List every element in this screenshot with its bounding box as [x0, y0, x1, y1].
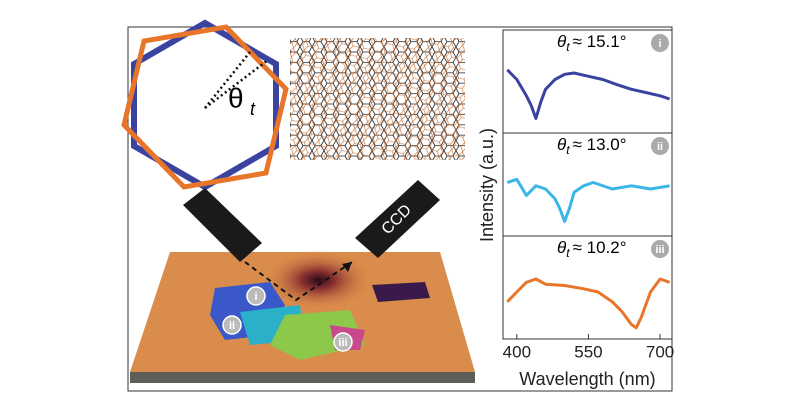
angle-value: ≈ 10.2°	[573, 238, 627, 257]
y-axis-label: Intensity (a.u.)	[477, 128, 497, 242]
substrate	[130, 252, 475, 372]
theta-symbol: θ	[228, 82, 244, 113]
theta-subscript: t	[566, 246, 570, 260]
panel-badge	[651, 240, 669, 258]
angle-line	[204, 59, 269, 109]
hexagon-orange	[121, 24, 289, 190]
panel-badge-label: i	[658, 38, 661, 50]
hexagon-blue	[131, 19, 279, 191]
spectrum-line	[506, 177, 670, 223]
region-badge	[246, 286, 266, 306]
x-tick-label: 400	[503, 342, 531, 361]
lattice	[290, 38, 465, 160]
theta-symbol: θ	[557, 238, 567, 257]
theta-subscript: t	[566, 143, 570, 157]
substrate-side	[130, 372, 475, 383]
beam-path	[244, 261, 353, 302]
theta-symbol: θ	[557, 135, 567, 154]
panel-badge	[651, 34, 669, 52]
spectrum-line	[506, 277, 671, 330]
angle-value: ≈ 13.0°	[573, 135, 627, 154]
region-badge	[333, 332, 353, 352]
angle-value: ≈ 15.1°	[573, 32, 627, 51]
x-axis-label: Wavelength (nm)	[519, 369, 655, 389]
x-tick-label: 700	[646, 342, 674, 361]
detector	[355, 180, 440, 258]
theta-subscript: t	[566, 40, 570, 54]
theta-symbol: θ	[557, 32, 567, 51]
panel-badge-label: iii	[655, 244, 664, 256]
arrowhead	[342, 262, 352, 272]
spectrum-line	[506, 68, 671, 120]
spectrum-panel	[502, 235, 673, 340]
flake	[372, 282, 430, 302]
region-label: iii	[338, 337, 347, 349]
panel-badge-label: ii	[657, 141, 663, 153]
panel-badge	[651, 137, 669, 155]
angle-annotation: θt ≈ 10.2°	[557, 238, 627, 260]
region-badge	[222, 315, 242, 335]
angle-annotation: θt ≈ 13.0°	[557, 135, 627, 157]
x-tick-label: 550	[574, 342, 602, 361]
region-label: ii	[229, 320, 235, 332]
region-label: i	[254, 291, 257, 303]
angle-line	[204, 51, 251, 109]
theta-subscript: t	[250, 99, 256, 119]
source	[183, 188, 262, 262]
angle-annotation: θt ≈ 15.1°	[557, 32, 627, 54]
